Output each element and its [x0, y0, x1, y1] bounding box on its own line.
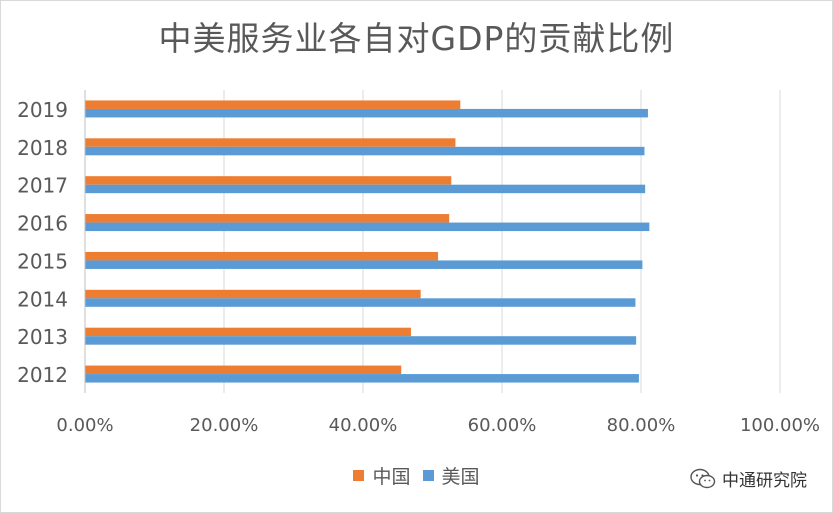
legend-item-china: 中国	[353, 462, 411, 489]
x-tick-label: 100.00%	[740, 415, 820, 436]
watermark-text: 中通研究院	[722, 471, 807, 491]
chart-title: 中美服务业各自对GDP的贡献比例	[158, 19, 675, 58]
bar-usa-2016	[85, 222, 650, 232]
bar-usa-2019	[85, 108, 648, 118]
bar-china-2019	[85, 100, 461, 109]
bar-china-2014	[85, 289, 421, 299]
bar-china-2012	[85, 365, 402, 375]
bar-usa-2015	[85, 260, 643, 269]
x-tick-label: 0.00%	[56, 415, 113, 436]
y-tick-label: 2018	[17, 136, 68, 160]
bar-china-2017	[85, 176, 452, 185]
bar-china-2016	[85, 214, 450, 223]
bar-usa-2018	[85, 146, 645, 156]
x-tick-label: 40.00%	[329, 415, 398, 436]
bar-china-2013	[85, 327, 411, 337]
bar-usa-2012	[85, 374, 639, 383]
legend-label-china: 中国	[372, 466, 411, 488]
chart-legend: 中国 美国	[0, 462, 833, 489]
bar-usa-2013	[85, 336, 637, 345]
bar-usa-2014	[85, 298, 636, 307]
legend-swatch-usa	[422, 470, 434, 481]
bar-usa-2017	[85, 184, 646, 194]
wechat-icon	[690, 468, 716, 488]
bar-china-2018	[85, 138, 456, 147]
y-tick-label: 2019	[17, 98, 68, 122]
bar-china-2015	[85, 251, 439, 261]
y-tick-label: 2017	[17, 174, 68, 198]
watermark: 中通研究院	[690, 466, 807, 491]
y-tick-label: 2015	[17, 249, 68, 273]
y-tick-label: 2014	[17, 287, 68, 311]
x-tick-label: 60.00%	[468, 415, 537, 436]
legend-item-usa: 美国	[422, 462, 480, 489]
legend-swatch-china	[353, 470, 365, 481]
x-tick-label: 80.00%	[607, 415, 676, 436]
y-tick-label: 2013	[17, 325, 68, 349]
legend-label-usa: 美国	[441, 466, 480, 488]
y-tick-label: 2016	[17, 212, 68, 236]
x-tick-label: 20.00%	[190, 415, 259, 436]
y-tick-label: 2012	[17, 363, 68, 387]
